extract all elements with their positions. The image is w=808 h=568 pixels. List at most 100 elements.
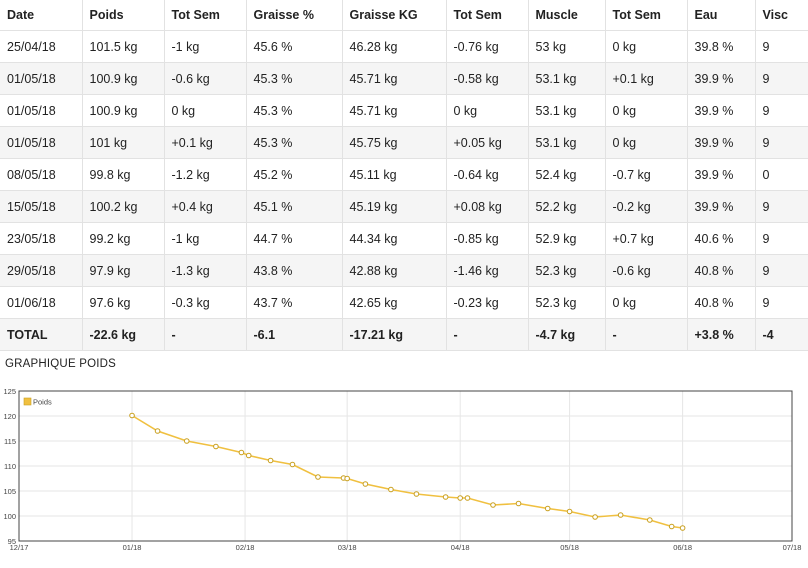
data-point xyxy=(679,525,686,531)
table-cell: +0.7 kg xyxy=(605,222,688,255)
table-cell: +0.1 kg xyxy=(164,126,247,159)
total-cell: -4.7 kg xyxy=(528,318,606,351)
table-header-row: Date Poids Tot Sem Graisse % Graisse KG Tot S… xyxy=(0,0,808,31)
table-cell: +0.05 kg xyxy=(446,126,529,159)
table-cell: +0.4 kg xyxy=(164,190,247,223)
table-cell: 25/04/18 xyxy=(0,30,83,63)
table-cell: 45.1 % xyxy=(246,190,343,223)
table-cell: 45.3 % xyxy=(246,94,343,127)
table-cell: 08/05/18 xyxy=(0,158,83,191)
column-header[interactable]: Graisse KG xyxy=(342,0,447,31)
table-cell: 52.3 kg xyxy=(528,254,606,287)
table-row: 08/05/18 99.8 kg -1.2 kg 45.2 % 45.11 kg -0.6… xyxy=(0,158,808,191)
table-cell: 46.28 kg xyxy=(342,30,447,63)
table-cell: 40.6 % xyxy=(687,222,756,255)
table-row: 01/05/18 100.9 kg -0.6 kg 45.3 % 45.71 kg -0.… xyxy=(0,62,808,95)
data-point xyxy=(154,428,161,434)
x-tick-label: 07/18 xyxy=(783,543,802,552)
column-header[interactable]: Tot Sem xyxy=(605,0,688,31)
table-cell: 9 xyxy=(755,254,808,287)
table-cell: 29/05/18 xyxy=(0,254,83,287)
table-cell: 01/06/18 xyxy=(0,286,83,319)
total-cell: TOTAL xyxy=(0,318,83,351)
data-point xyxy=(490,502,496,508)
data-point xyxy=(592,514,598,520)
table-cell: 9 xyxy=(755,30,808,63)
table-cell: -0.58 kg xyxy=(446,62,529,95)
column-header[interactable]: Tot Sem xyxy=(164,0,247,31)
table-cell: 0 kg xyxy=(446,94,529,127)
table-row: 01/05/18 100.9 kg 0 kg 45.3 % 45.71 kg 0 kg 53… xyxy=(0,94,808,127)
data-point xyxy=(515,500,522,507)
data-point xyxy=(315,474,321,480)
x-tick-label: 12/17 xyxy=(10,543,29,552)
table-cell: 45.2 % xyxy=(246,158,343,191)
table-cell: 52.9 kg xyxy=(528,222,606,255)
table-cell: 0 kg xyxy=(605,30,688,63)
table-cell: 9 xyxy=(755,94,808,127)
data-point xyxy=(267,457,274,464)
total-cell: -22.6 kg xyxy=(82,318,165,351)
table-cell: -0.7 kg xyxy=(605,158,688,191)
column-header[interactable]: Poids xyxy=(82,0,165,31)
table-cell: 0 kg xyxy=(605,126,688,159)
data-point xyxy=(544,505,551,512)
column-header[interactable]: Graisse % xyxy=(246,0,343,31)
table-row: 25/04/18 101.5 kg -1 kg 45.6 % 46.28 kg -0.76… xyxy=(0,30,808,63)
table-cell: 45.6 % xyxy=(246,30,343,63)
data-point xyxy=(464,495,471,501)
table-cell: 53.1 kg xyxy=(528,94,606,127)
total-cell: - xyxy=(446,318,529,351)
data-point xyxy=(668,523,675,530)
total-row: TOTAL -22.6 kg - -6.1 -17.21 kg - -4.7 kg - +3.8… xyxy=(0,318,808,351)
x-tick-label: 05/18 xyxy=(560,543,579,552)
table-cell: 0 xyxy=(755,158,808,191)
weight-chart: 95 100 105 110 115 120 125 12/17 01/18 02/18 03/18… xyxy=(0,376,808,563)
table-cell: 44.34 kg xyxy=(342,222,447,255)
column-header[interactable]: Tot Sem xyxy=(446,0,529,31)
table-cell: 9 xyxy=(755,126,808,159)
x-tick-label: 06/18 xyxy=(673,543,692,552)
x-tick-label: 03/18 xyxy=(338,543,357,552)
table-row: 15/05/18 100.2 kg +0.4 kg 45.1 % 45.19 kg +0.… xyxy=(0,190,808,223)
table-cell: 42.88 kg xyxy=(342,254,447,287)
table-cell: -0.3 kg xyxy=(164,286,247,319)
column-header[interactable]: Eau xyxy=(687,0,756,31)
total-cell: -6.1 xyxy=(246,318,343,351)
table-cell: 9 xyxy=(755,222,808,255)
table-cell: -0.2 kg xyxy=(605,190,688,223)
table-cell: 45.3 % xyxy=(246,126,343,159)
table-cell: -1.46 kg xyxy=(446,254,529,287)
table-cell: 97.6 kg xyxy=(82,286,165,319)
total-cell: -17.21 kg xyxy=(342,318,447,351)
table-cell: -0.6 kg xyxy=(164,62,247,95)
data-point xyxy=(289,461,296,468)
table-cell: 101.5 kg xyxy=(82,30,165,63)
data-point xyxy=(617,512,624,518)
x-tick-label: 01/18 xyxy=(123,543,142,552)
column-header[interactable]: Visc xyxy=(755,0,808,31)
table-cell: 99.8 kg xyxy=(82,158,165,191)
table-cell: 53.1 kg xyxy=(528,126,606,159)
table-cell: -1 kg xyxy=(164,30,247,63)
column-header[interactable]: Muscle xyxy=(528,0,606,31)
table-cell: 0 kg xyxy=(605,94,688,127)
table-cell: 39.9 % xyxy=(687,94,756,127)
data-point xyxy=(413,491,420,497)
y-tick-label: 125 xyxy=(3,387,16,396)
table-cell: 39.9 % xyxy=(687,190,756,223)
table-cell: 40.8 % xyxy=(687,254,756,287)
table-cell: 44.7 % xyxy=(246,222,343,255)
data-point xyxy=(213,443,219,450)
table-cell: 53 kg xyxy=(528,30,606,63)
y-tick-label: 110 xyxy=(4,462,16,471)
table-cell: -0.85 kg xyxy=(446,222,529,255)
column-header[interactable]: Date xyxy=(0,0,83,31)
table-row: 01/06/18 97.6 kg -0.3 kg 43.7 % 42.65 kg -0.2… xyxy=(0,286,808,319)
table-row: 01/05/18 101 kg +0.1 kg 45.3 % 45.75 kg +0.05… xyxy=(0,126,808,159)
plot-frame xyxy=(18,390,793,542)
table-cell: 45.71 kg xyxy=(342,94,447,127)
series-line xyxy=(131,414,683,529)
x-tick-label: 04/18 xyxy=(451,543,470,552)
table-cell: 45.11 kg xyxy=(342,158,447,191)
